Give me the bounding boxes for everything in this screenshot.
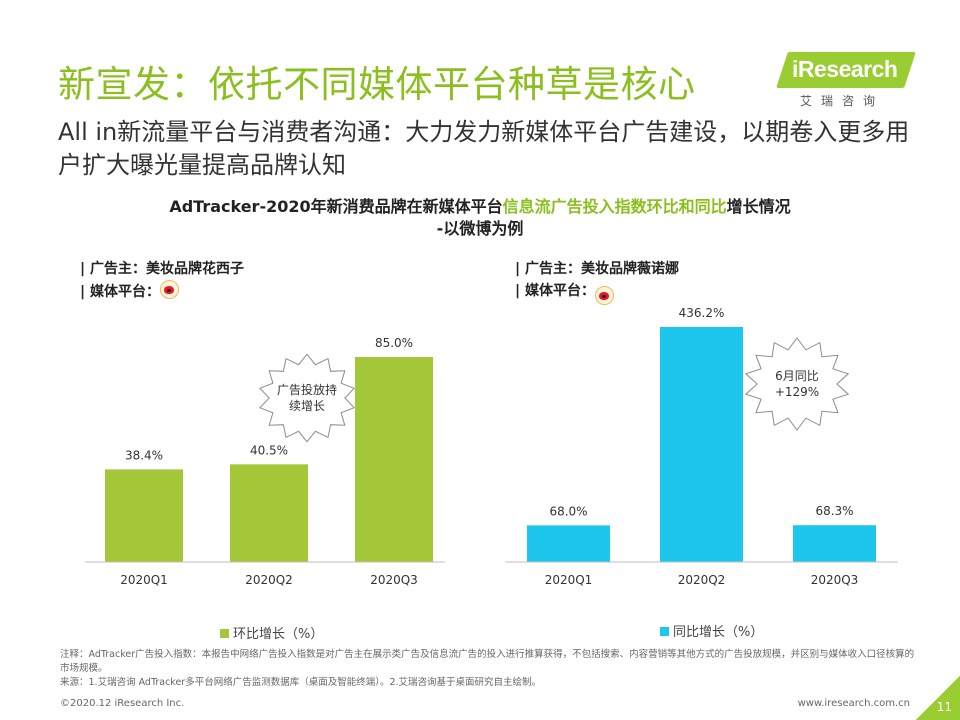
callout-text: +129% — [775, 385, 819, 399]
notes: 注释：AdTracker广告投入指数：本报告中网络广告投入指数是对广告主在展示类… — [60, 648, 915, 690]
bar — [793, 525, 876, 562]
iresearch-logo: iResearch 艾瑞咨询 — [776, 52, 916, 108]
page-title: 新宣发：依托不同媒体平台种草是核心 — [58, 63, 696, 106]
legend-swatch-green — [220, 629, 229, 638]
data-label: 68.0% — [549, 504, 587, 518]
callout-text: 6月同比 — [775, 369, 819, 383]
bar — [660, 327, 743, 562]
data-label: 85.0% — [375, 336, 413, 350]
x-tick-label: 2020Q3 — [370, 573, 418, 587]
left-legend: 环比增长（%） — [220, 623, 323, 642]
left-platform-row: | 媒体平台： — [80, 280, 244, 303]
bar — [355, 357, 433, 562]
chart-title-part2: 增长情况 — [726, 197, 791, 216]
chart-title-line2: -以微博为例 — [436, 219, 524, 238]
weibo-icon — [160, 280, 179, 299]
bar — [527, 525, 610, 562]
data-label: 436.2% — [679, 306, 725, 320]
left-panel-meta: | 广告主：美妆品牌花西子 | 媒体平台： — [80, 258, 244, 303]
data-label: 68.3% — [815, 504, 853, 518]
bar — [105, 469, 183, 562]
notes-line1: 注释：AdTracker广告投入指数：本报告中网络广告投入指数是对广告主在展示类… — [60, 649, 915, 674]
left-bar-chart: 38.4% 2020Q1 40.5% 2020Q2 85.0% 2020Q3 广告投放持续增… — [85, 336, 445, 587]
x-tick-label: 2020Q3 — [811, 573, 859, 587]
right-panel-meta: | 广告主：美妆品牌薇诺娜 | 媒体平台： — [515, 258, 679, 305]
x-tick-label: 2020Q2 — [245, 573, 293, 587]
callout-burst — [259, 353, 355, 443]
callout-burst — [744, 337, 850, 431]
legend-swatch-blue — [660, 627, 669, 636]
footer-copyright: ©2020.12 iResearch Inc. — [60, 698, 185, 709]
data-label: 38.4% — [125, 448, 163, 462]
logo-subtext: 艾瑞咨询 — [800, 94, 885, 108]
chart-title-part1: AdTracker-2020年新消费品牌在新媒体平台 — [169, 197, 503, 216]
callout-text: 广告投放持 — [277, 382, 337, 397]
weibo-icon — [595, 286, 614, 305]
callout-text: 续增长 — [289, 399, 325, 413]
right-platform-row: | 媒体平台： — [515, 280, 679, 305]
chart-title: AdTracker-2020年新消费品牌在新媒体平台信息流广告投入指数环比和同比… — [60, 196, 900, 240]
logo-text: iResearch — [792, 56, 898, 82]
notes-line2: 来源：1.艾瑞咨询 AdTracker多平台网络广告监测数据库（桌面及智能终端）… — [60, 677, 542, 688]
x-tick-label: 2020Q1 — [120, 573, 168, 587]
footer-url: www.iresearch.com.cn — [797, 698, 910, 709]
right-platform-label: | 媒体平台： — [515, 283, 595, 299]
x-tick-label: 2020Q1 — [545, 573, 593, 587]
page-number-corner: 11 — [916, 676, 960, 720]
x-tick-label: 2020Q2 — [678, 573, 726, 587]
page-subtitle: All in新流量平台与消费者沟通：大力发力新媒体平台广告建设，以期卷入更多用户… — [58, 118, 910, 179]
right-advertiser: | 广告主：美妆品牌薇诺娜 — [515, 261, 679, 277]
bar — [230, 464, 308, 562]
page-number: 11 — [936, 700, 952, 714]
right-bar-chart: 68.0% 2020Q1 436.2% 2020Q2 68.3% 2020Q3 6月同比 +1… — [505, 306, 898, 587]
right-legend-label: 同比增长（%） — [673, 625, 764, 640]
right-legend: 同比增长（%） — [660, 621, 763, 640]
left-legend-label: 环比增长（%） — [233, 627, 324, 642]
chart-title-highlight: 信息流广告投入指数环比和同比 — [502, 197, 727, 216]
left-platform-label: | 媒体平台： — [80, 284, 160, 300]
data-label: 40.5% — [250, 443, 288, 457]
left-advertiser: | 广告主：美妆品牌花西子 — [80, 261, 244, 277]
